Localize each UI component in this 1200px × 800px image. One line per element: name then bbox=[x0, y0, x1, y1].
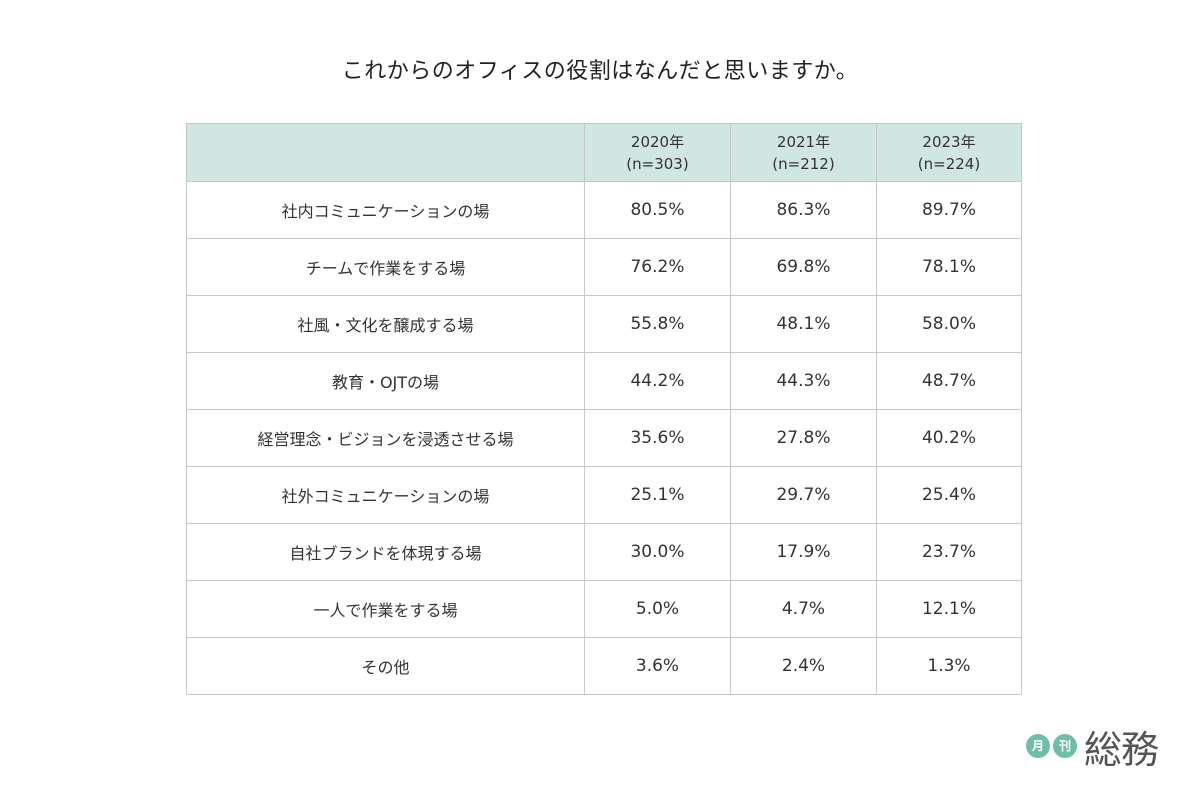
value-cell: 1.3% bbox=[876, 637, 1022, 695]
row-label: チームで作業をする場 bbox=[186, 238, 585, 296]
table-row: 社内コミュニケーションの場 80.5% 86.3% 89.7% bbox=[186, 181, 1022, 239]
logo-wordmark: 総務 bbox=[1084, 727, 1159, 772]
value-cell: 25.4% bbox=[876, 466, 1022, 524]
column-sample-size: (n=303) bbox=[626, 154, 689, 173]
value-cell: 86.3% bbox=[730, 181, 877, 239]
table-row: 教育・OJTの場 44.2% 44.3% 48.7% bbox=[186, 352, 1022, 410]
row-label: 自社ブランドを体現する場 bbox=[186, 523, 585, 581]
column-sample-size: (n=212) bbox=[772, 154, 835, 173]
column-header-2021: 2021年 (n=212) bbox=[730, 123, 877, 182]
value-cell: 3.6% bbox=[584, 637, 731, 695]
value-cell: 48.1% bbox=[730, 295, 877, 353]
publication-logo: 月 刊 総務 bbox=[1026, 718, 1159, 774]
value-cell: 44.3% bbox=[730, 352, 877, 410]
value-cell: 29.7% bbox=[730, 466, 877, 524]
value-cell: 55.8% bbox=[584, 295, 731, 353]
table-header-row: 2020年 (n=303) 2021年 (n=212) 2023年 (n=224… bbox=[186, 123, 1022, 182]
value-cell: 30.0% bbox=[584, 523, 731, 581]
row-label: 教育・OJTの場 bbox=[186, 352, 585, 410]
survey-table: 2020年 (n=303) 2021年 (n=212) 2023年 (n=224… bbox=[186, 123, 1022, 695]
value-cell: 25.1% bbox=[584, 466, 731, 524]
value-cell: 27.8% bbox=[730, 409, 877, 467]
value-cell: 80.5% bbox=[584, 181, 731, 239]
column-header-2020: 2020年 (n=303) bbox=[584, 123, 731, 182]
value-cell: 44.2% bbox=[584, 352, 731, 410]
row-label: 社内コミュニケーションの場 bbox=[186, 181, 585, 239]
value-cell: 35.6% bbox=[584, 409, 731, 467]
table-body: 社内コミュニケーションの場 80.5% 86.3% 89.7% チームで作業をする場 76… bbox=[186, 181, 1022, 695]
value-cell: 4.7% bbox=[730, 580, 877, 638]
value-cell: 76.2% bbox=[584, 238, 731, 296]
value-cell: 23.7% bbox=[876, 523, 1022, 581]
value-cell: 69.8% bbox=[730, 238, 877, 296]
table-row: その他 3.6% 2.4% 1.3% bbox=[186, 637, 1022, 695]
value-cell: 17.9% bbox=[730, 523, 877, 581]
table-row: 社外コミュニケーションの場 25.1% 29.7% 25.4% bbox=[186, 466, 1022, 524]
table-row: 一人で作業をする場 5.0% 4.7% 12.1% bbox=[186, 580, 1022, 638]
row-label: 経営理念・ビジョンを浸透させる場 bbox=[186, 409, 585, 467]
column-year: 2021年 bbox=[776, 132, 831, 151]
value-cell: 48.7% bbox=[876, 352, 1022, 410]
value-cell: 12.1% bbox=[876, 580, 1022, 638]
row-label: その他 bbox=[186, 637, 585, 695]
logo-badge: 月 bbox=[1026, 734, 1050, 758]
table-row: 社風・文化を醸成する場 55.8% 48.1% 58.0% bbox=[186, 295, 1022, 353]
row-label: 社風・文化を醸成する場 bbox=[186, 295, 585, 353]
row-label: 社外コミュニケーションの場 bbox=[186, 466, 585, 524]
table-row: チームで作業をする場 76.2% 69.8% 78.1% bbox=[186, 238, 1022, 296]
row-label: 一人で作業をする場 bbox=[186, 580, 585, 638]
header-blank-cell bbox=[186, 123, 585, 182]
table-row: 自社ブランドを体現する場 30.0% 17.9% 23.7% bbox=[186, 523, 1022, 581]
value-cell: 5.0% bbox=[584, 580, 731, 638]
column-year: 2023年 bbox=[922, 132, 976, 151]
chart-title: これからのオフィスの役割はなんだと思いますか。 bbox=[341, 59, 859, 84]
column-sample-size: (n=224) bbox=[917, 154, 981, 173]
value-cell: 78.1% bbox=[876, 238, 1022, 296]
logo-badge: 刊 bbox=[1053, 734, 1077, 758]
value-cell: 2.4% bbox=[730, 637, 877, 695]
column-header-2023: 2023年 (n=224) bbox=[876, 123, 1022, 182]
value-cell: 89.7% bbox=[876, 181, 1022, 239]
value-cell: 58.0% bbox=[876, 295, 1022, 353]
table-row: 経営理念・ビジョンを浸透させる場 35.6% 27.8% 40.2% bbox=[186, 409, 1022, 467]
column-year: 2020年 bbox=[630, 132, 685, 151]
value-cell: 40.2% bbox=[876, 409, 1022, 467]
